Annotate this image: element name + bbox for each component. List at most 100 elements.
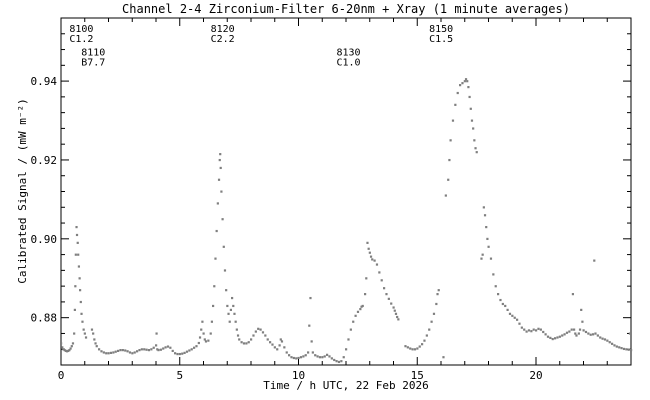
data-point <box>92 332 95 335</box>
data-point <box>461 82 464 85</box>
data-point <box>513 316 516 319</box>
data-point <box>228 320 231 323</box>
y-tick-label: 0.94 <box>31 75 58 88</box>
data-point <box>178 352 181 356</box>
data-point <box>480 257 483 260</box>
chart-title: Channel 2-4 Zirconium-Filter 6-20nm + Xr… <box>122 2 570 16</box>
data-point <box>630 349 633 352</box>
data-point <box>359 308 362 311</box>
data-point <box>523 328 526 331</box>
data-point <box>430 320 433 323</box>
data-point <box>459 84 462 87</box>
data-point <box>574 332 577 335</box>
data-point <box>361 304 364 308</box>
data-point <box>269 341 272 344</box>
data-point <box>195 345 198 348</box>
data-point <box>532 328 535 331</box>
data-point <box>124 349 127 352</box>
data-point <box>299 356 303 359</box>
data-point <box>542 330 545 334</box>
data-point <box>356 310 360 313</box>
data-point <box>214 257 217 260</box>
data-point <box>82 328 85 331</box>
data-point <box>504 304 507 308</box>
data-point <box>304 354 307 357</box>
data-point <box>295 357 298 360</box>
data-point <box>223 269 227 272</box>
data-point <box>565 331 569 334</box>
data-point <box>202 332 205 335</box>
data-point <box>65 350 69 353</box>
data-point <box>210 320 214 323</box>
data-point <box>366 241 369 244</box>
data-point <box>233 312 236 315</box>
data-point <box>364 293 367 296</box>
data-point <box>413 348 417 351</box>
data-point <box>250 338 253 341</box>
data-point <box>235 328 238 331</box>
data-point <box>292 356 295 360</box>
y-tick-label: 0.88 <box>31 312 58 325</box>
data-point <box>126 350 129 353</box>
data-point <box>499 298 502 302</box>
data-point <box>352 320 355 323</box>
data-point <box>93 338 96 341</box>
data-point <box>231 296 234 300</box>
data-point <box>90 328 94 331</box>
data-point <box>556 336 559 339</box>
data-point <box>613 344 616 347</box>
data-point <box>156 348 159 351</box>
data-point <box>428 328 431 331</box>
data-point <box>226 304 229 308</box>
data-point <box>229 308 233 311</box>
data-point <box>136 350 139 353</box>
data-point <box>219 166 222 170</box>
data-point <box>169 346 172 349</box>
data-point <box>204 340 208 343</box>
data-point <box>378 271 381 274</box>
data-point <box>467 86 470 89</box>
data-point <box>302 355 305 358</box>
data-point <box>475 151 478 154</box>
data-point <box>516 318 519 321</box>
data-point <box>506 308 509 311</box>
data-point <box>599 336 602 339</box>
data-point <box>340 360 343 363</box>
data-point <box>508 312 512 315</box>
data-point <box>254 330 257 333</box>
data-point <box>63 349 66 352</box>
data-point <box>171 349 174 353</box>
data-point <box>464 78 468 81</box>
data-point <box>79 300 82 304</box>
flare-label: 8100 <box>69 24 93 35</box>
data-point <box>535 329 538 332</box>
data-point <box>404 345 407 348</box>
data-point <box>397 318 400 321</box>
data-point <box>107 352 110 355</box>
data-point <box>261 331 265 334</box>
data-point <box>100 350 103 353</box>
data-point <box>326 353 329 356</box>
data-point <box>62 348 65 351</box>
data-point <box>539 328 542 331</box>
data-point <box>578 328 582 331</box>
data-point <box>117 349 120 353</box>
data-point <box>375 263 379 266</box>
data-point <box>266 338 269 341</box>
data-point <box>525 330 528 333</box>
data-point <box>94 342 97 345</box>
data-point <box>176 352 179 356</box>
data-point <box>481 253 484 256</box>
data-point <box>393 309 396 312</box>
data-point <box>219 153 222 156</box>
data-point <box>349 328 352 331</box>
data-point <box>203 338 206 341</box>
flare-label: 8130 <box>337 47 361 58</box>
data-point <box>201 320 204 323</box>
data-series <box>60 78 633 364</box>
data-point <box>64 349 67 353</box>
data-point <box>236 334 240 337</box>
data-point <box>489 257 493 260</box>
x-tick-label: 20 <box>529 369 542 382</box>
